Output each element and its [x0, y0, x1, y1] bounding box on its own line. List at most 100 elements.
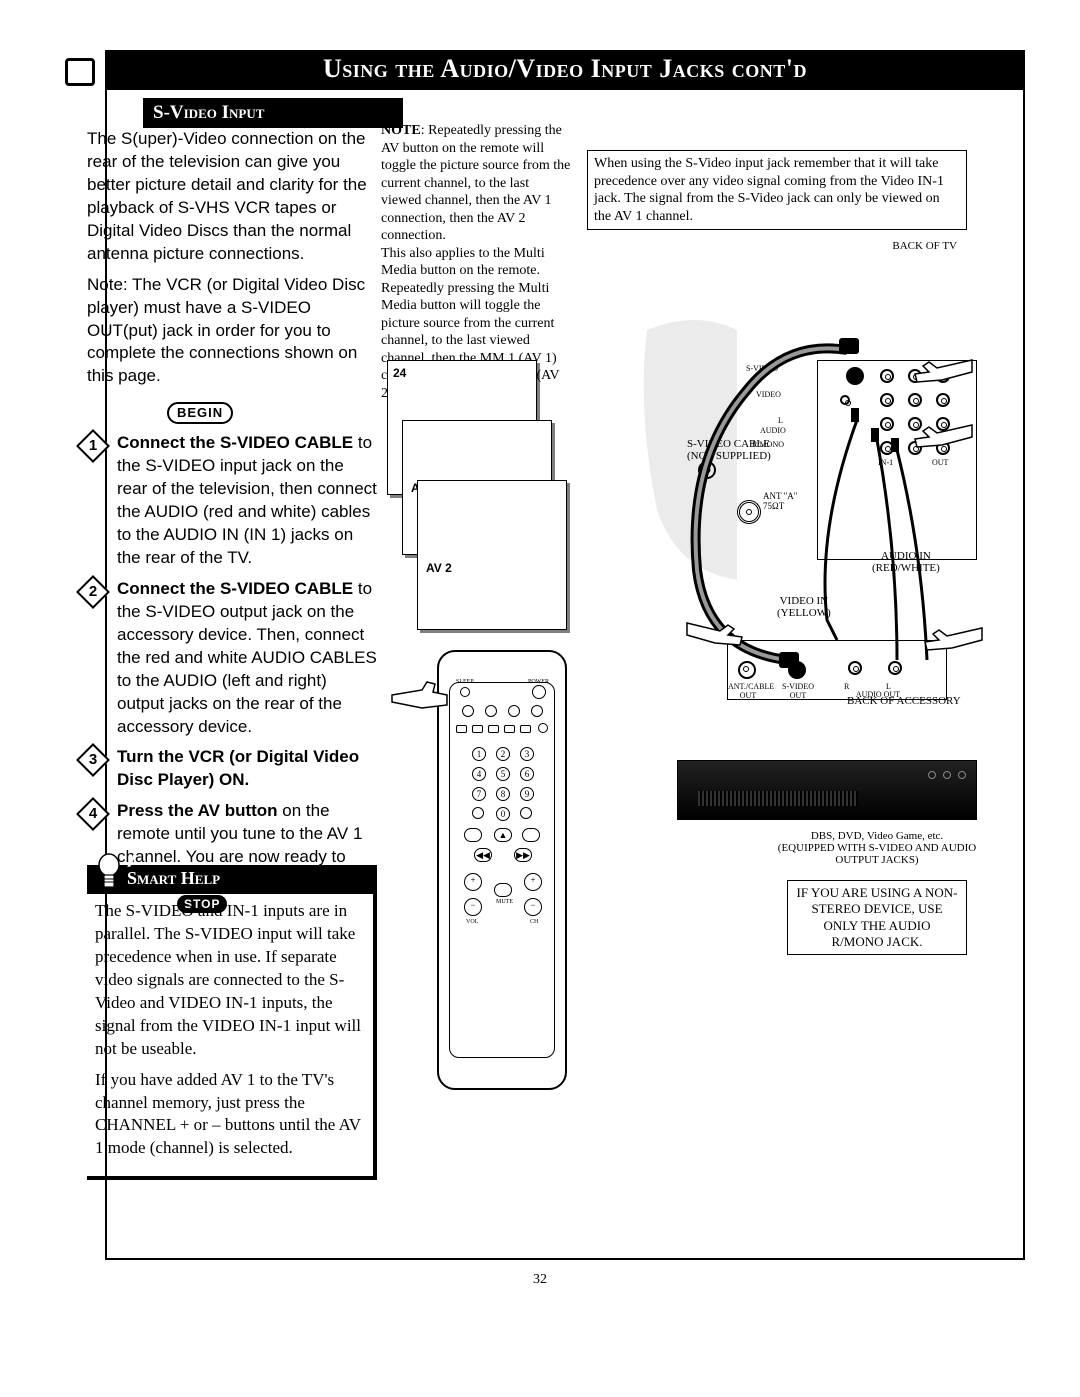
accessory-back-panel: ANT./CABLEOUT S-VIDEOOUT R L AUDIO OUT: [727, 640, 947, 700]
accessory-type-label: DBS, DVD, Video Game, etc. (EQUIPPED WIT…: [767, 830, 987, 866]
remote-up-button: ▲: [494, 828, 512, 842]
channel-24-label: 24: [393, 366, 406, 380]
smart-help-p1: The S-VIDEO and IN-1 inputs are in paral…: [95, 900, 365, 1061]
intro-p1: The S(uper)-Video connection on the rear…: [87, 128, 377, 266]
remote-power-button: [532, 685, 546, 699]
pointing-hand-tv-1: [907, 350, 977, 390]
step-2-rest: to the S-VIDEO output jack on the access…: [117, 579, 377, 736]
step-4-bold: Press the AV button: [117, 801, 278, 820]
acc-l-jack: [888, 661, 902, 675]
begin-pill: BEGIN: [167, 402, 233, 424]
remote-sq-6: [538, 723, 548, 733]
step-1-marker: 1: [76, 429, 110, 463]
remote-right-button: ▶▶: [514, 848, 532, 862]
remote-num-9: 9: [520, 787, 534, 801]
note-bold: NOTE: [381, 123, 421, 138]
accessory-device: [677, 760, 977, 820]
step-1: 1 Connect the S-VIDEO CABLE to the S-VID…: [87, 432, 377, 570]
channel-box-av2: AV 2: [417, 480, 567, 630]
step-3-bold: Turn the VCR (or Digital Video Disc Play…: [117, 747, 359, 789]
tv-screen-icon: [65, 58, 95, 86]
remote-sq-1: [456, 725, 467, 733]
remote-num-7: 7: [472, 787, 486, 801]
acc-svideo-jack: [788, 661, 806, 679]
connection-diagram: BACK OF TV S-VIDEO VIDEO L AUDIO R/MONO …: [587, 220, 977, 1120]
remote-menu-button: [464, 828, 482, 842]
smart-help-body: The S-VIDEO and IN-1 inputs are in paral…: [87, 894, 373, 1176]
remote-status-button: [485, 705, 497, 717]
acc-led-1: [928, 771, 936, 779]
remote-vol-label: VOL: [466, 919, 478, 925]
intro-p2: Note: The VCR (or Digital Video Disc pla…: [87, 274, 377, 389]
smart-help-label: ╲ │ ╱ Smart Help: [87, 865, 373, 894]
remote-mute-button: [494, 883, 512, 897]
channel-overlay-group: 24 AV 1 AV 2: [387, 360, 572, 645]
remote-num-4: 4: [472, 767, 486, 781]
remote-num-3: 3: [520, 747, 534, 761]
page-title-bar: Using the Audio/Video Input Jacks cont'd: [105, 50, 1025, 90]
back-of-tv-label: BACK OF TV: [892, 240, 957, 252]
remote-ch-label: CH: [530, 919, 538, 925]
smart-help-p2: If you have added AV 1 to the TV's chann…: [95, 1069, 365, 1161]
page-title: Using the Audio/Video Input Jacks cont'd: [323, 54, 807, 83]
remote-sq-3: [488, 725, 499, 733]
remote-av-button: [462, 705, 474, 717]
step-1-bold: Connect the S-VIDEO CABLE: [117, 433, 353, 452]
remote-sq-2: [472, 725, 483, 733]
remote-ch-down: −: [524, 898, 542, 916]
remote-clock-button: [531, 705, 543, 717]
remote-sq-4: [504, 725, 515, 733]
acc-antcable-label: ANT./CABLEOUT: [728, 683, 768, 701]
acc-antcable-jack: [738, 661, 756, 679]
remote-inner: SLEEP POWER 1 2 3 4 5 6 7 8 9 0: [449, 682, 555, 1058]
step-3: 3 Turn the VCR (or Digital Video Disc Pl…: [87, 746, 377, 792]
remote-cc-button: [508, 705, 520, 717]
remote-power-label: POWER: [528, 679, 549, 685]
step-2-marker: 2: [76, 575, 110, 609]
note-p1: : Repeatedly pressing the AV button on t…: [381, 123, 570, 243]
remote-num-6: 6: [520, 767, 534, 781]
remote-mute-label: MUTE: [496, 899, 513, 905]
remote-vol-down: −: [464, 898, 482, 916]
pointing-hand-tv-2: [907, 415, 977, 455]
step-3-marker: 3: [76, 743, 110, 777]
lightbulb-icon: [95, 853, 123, 893]
remote-num-1: 1: [472, 747, 486, 761]
pointing-hand-acc-1: [682, 615, 752, 655]
remote-num-8: 8: [496, 787, 510, 801]
acc-r-jack: [848, 661, 862, 675]
remote-sound-button: [522, 828, 540, 842]
remote-vol-up: +: [464, 873, 482, 891]
remote-sleep-button: [460, 687, 470, 697]
non-stereo-warning: IF YOU ARE USING A NON-STEREO DEVICE, US…: [787, 880, 967, 955]
back-of-accessory-label: BACK OF ACCESSORY: [847, 695, 961, 707]
remote-sq-5: [520, 725, 531, 733]
pointing-hand-icon: [387, 670, 457, 720]
smart-help-title: Smart Help: [127, 868, 220, 888]
pointing-hand-acc-2: [917, 620, 987, 660]
content-frame: S-Video Input The S(uper)-Video connecti…: [105, 90, 1025, 1260]
channel-av2-label: AV 2: [426, 561, 452, 575]
remote-smart-r: [520, 807, 532, 819]
acc-led-3: [958, 771, 966, 779]
step-4-marker: 4: [76, 797, 110, 831]
page-footer: 32: [55, 1270, 1025, 1288]
remote-left-button: ◀◀: [474, 848, 492, 862]
smart-help-box: ╲ │ ╱ Smart Help The S-VIDEO and IN-1 in…: [87, 865, 377, 1180]
accessory-disc-slot: [698, 791, 858, 806]
step-1-rest: to the S-VIDEO input jack on the rear of…: [117, 433, 377, 567]
remote-num-5: 5: [496, 767, 510, 781]
acc-led-2: [943, 771, 951, 779]
remote-smart-l: [472, 807, 484, 819]
step-2: 2 Connect the S-VIDEO CABLE to the S-VID…: [87, 578, 377, 739]
remote-ch-up: +: [524, 873, 542, 891]
remote-num-2: 2: [496, 747, 510, 761]
remote-num-0: 0: [496, 807, 510, 821]
step-2-bold: Connect the S-VIDEO CABLE: [117, 579, 353, 598]
intro-block: The S(uper)-Video connection on the rear…: [87, 128, 377, 915]
precedence-box: When using the S-Video input jack rememb…: [587, 150, 967, 230]
page-number: 32: [533, 1272, 547, 1287]
remote-sleep-label: SLEEP: [456, 679, 474, 685]
svideo-input-label: S-Video Input: [143, 98, 403, 128]
acc-svideo-label: S-VIDEOOUT: [778, 683, 818, 701]
